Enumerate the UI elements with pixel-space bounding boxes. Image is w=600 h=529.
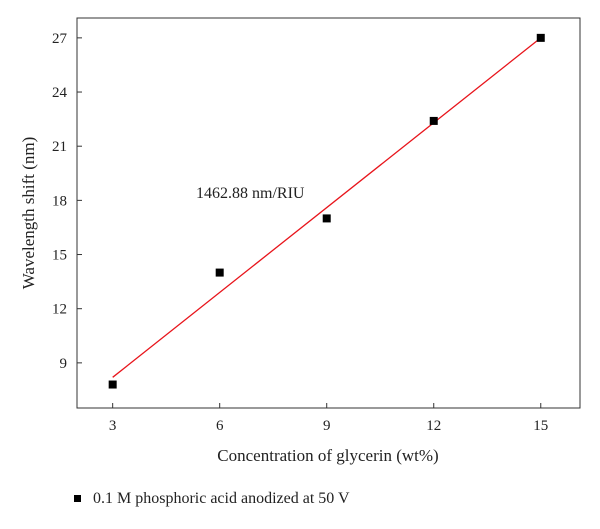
data-point [215,268,224,277]
plot-area: 3 6 9 12 15 9 12 15 18 21 24 27 [52,17,581,434]
x-tick-label: 9 [323,418,331,434]
legend-marker [74,495,81,502]
data-point [429,116,438,125]
legend-label: 0.1 M phosphoric acid anodized at 50 V [93,490,350,507]
x-tick-label: 15 [533,418,548,434]
data-point [322,214,331,223]
data-point [536,33,545,42]
data-points [108,33,545,389]
y-tick-label: 18 [52,193,67,209]
x-tick-label: 6 [216,418,224,434]
x-tick-label: 12 [426,418,441,434]
x-tick-label: 3 [109,418,117,434]
fit-line [112,37,542,378]
data-point [108,380,117,389]
x-axis-ticks: 3 6 9 12 15 [109,403,548,434]
annotation-sensitivity: 1462.88 nm/RIU [196,185,305,202]
y-axis-title: Wavelength shift (nm) [19,137,38,290]
y-tick-label: 15 [52,248,67,264]
y-tick-label: 12 [52,302,67,318]
plot-frame [76,17,581,409]
y-tick-label: 9 [60,356,68,372]
fit-line-group [112,37,542,378]
y-tick-label: 27 [52,31,68,47]
y-tick-label: 21 [52,139,67,155]
x-axis-title: Concentration of glycerin (wt%) [217,446,438,465]
y-tick-label: 24 [52,85,68,101]
y-axis-ticks: 9 12 15 18 21 24 27 [52,31,82,372]
legend: 0.1 M phosphoric acid anodized at 50 V [74,490,350,507]
